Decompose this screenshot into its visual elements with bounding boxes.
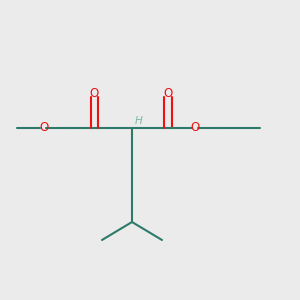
Text: H: H [135,116,142,126]
Text: O: O [39,121,48,134]
Text: O: O [90,86,99,100]
Text: O: O [164,86,172,100]
Text: O: O [190,121,200,134]
